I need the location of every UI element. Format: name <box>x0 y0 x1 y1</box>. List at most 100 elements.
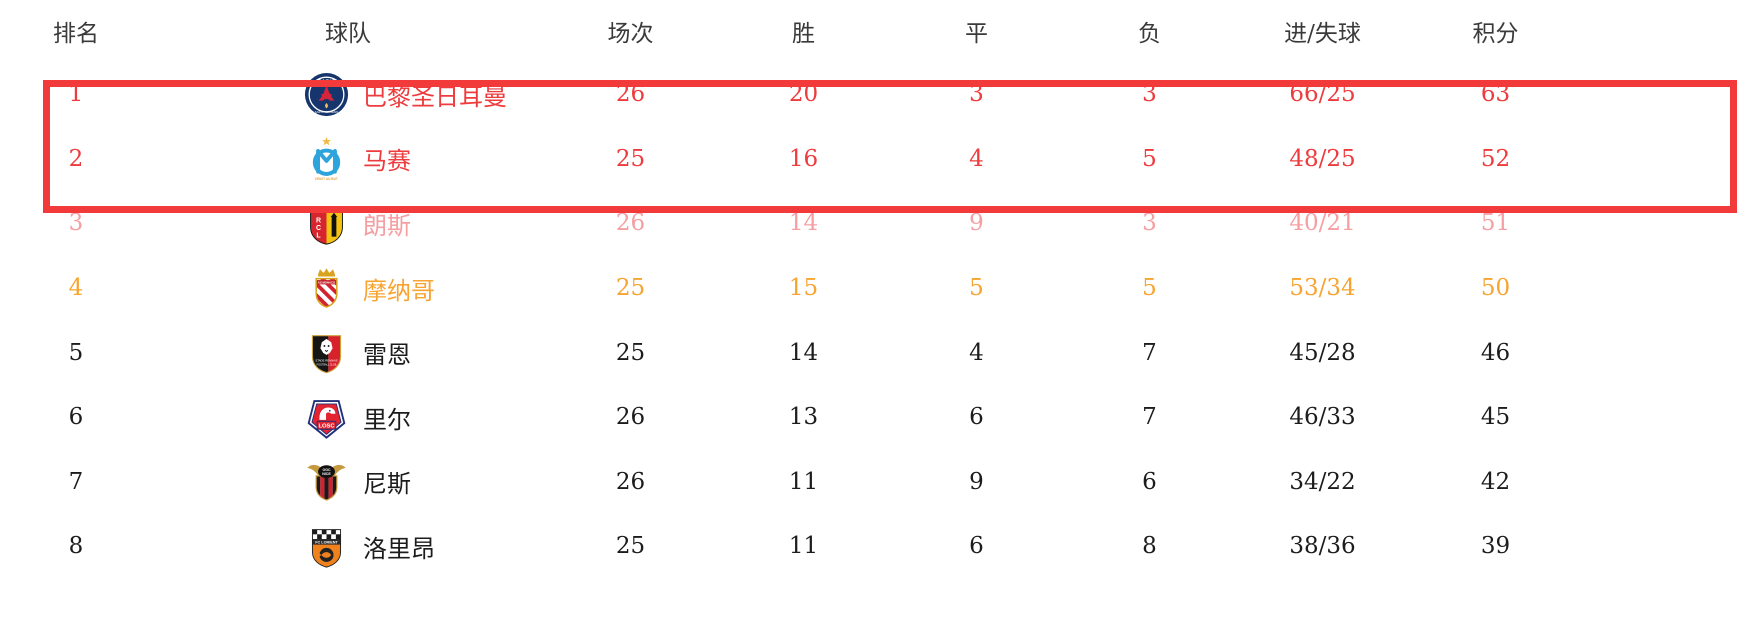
table-row[interactable]: 1 PARIS SAINT-GERMAIN 巴黎圣日耳曼 26 20 3 3 6… <box>0 62 1762 127</box>
table-row[interactable]: 6 LOSC 里尔 26 13 6 7 46/33 45 <box>0 385 1762 450</box>
svg-text:LOSC: LOSC <box>318 423 335 429</box>
goals-value: 66/25 <box>1289 81 1356 108</box>
goals-value: 34/22 <box>1289 468 1356 495</box>
matches-value: 26 <box>615 81 646 108</box>
team-name: 马赛 <box>363 147 411 176</box>
team-name: 朗斯 <box>363 211 411 240</box>
matches-value: 26 <box>615 468 646 495</box>
points-value: 52 <box>1480 145 1511 172</box>
draws-value: 4 <box>969 145 984 172</box>
svg-text:STADE RENNAIS: STADE RENNAIS <box>315 359 337 363</box>
rank-value: 1 <box>68 81 84 108</box>
team-cell: LOSC 里尔 <box>152 395 544 440</box>
draws-value: 3 <box>969 81 984 108</box>
header-points: 积分 <box>1472 21 1519 47</box>
header-rank: 排名 <box>53 21 99 47</box>
team-name: 巴黎圣日耳曼 <box>363 82 507 111</box>
rank-value: 7 <box>68 468 84 495</box>
draws-value: 9 <box>969 468 984 495</box>
matches-value: 26 <box>615 210 646 237</box>
table-row[interactable]: 5 STADE RENNAIS FOOTBALL CLUB <box>0 320 1762 385</box>
wins-value: 14 <box>788 339 819 366</box>
goals-value: 48/25 <box>1289 145 1356 172</box>
losses-value: 3 <box>1142 210 1157 237</box>
wins-value: 11 <box>788 468 819 495</box>
lorient-crest-icon: FC LORIENT <box>304 524 349 569</box>
wins-value: 20 <box>788 81 819 108</box>
rank-value: 8 <box>68 533 84 560</box>
goals-value: 40/21 <box>1289 210 1356 237</box>
draws-value: 4 <box>969 339 984 366</box>
team-name: 尼斯 <box>363 470 411 499</box>
losses-value: 5 <box>1142 275 1157 302</box>
table-row[interactable]: 7 OGC NICE <box>0 450 1762 515</box>
rank-value: 6 <box>68 404 84 431</box>
team-cell: DROIT AU BUT 马赛 <box>152 136 544 181</box>
team-cell: PARIS SAINT-GERMAIN 巴黎圣日耳曼 <box>152 72 544 117</box>
losses-value: 7 <box>1142 404 1157 431</box>
table-row[interactable]: 3 R C L RACING CLUB DE LENS <box>0 191 1762 256</box>
header-team: 球队 <box>325 21 371 47</box>
svg-text:AS MONACO: AS MONACO <box>318 280 336 284</box>
goals-value: 46/33 <box>1289 404 1356 431</box>
points-value: 45 <box>1480 404 1511 431</box>
goals-value: 45/28 <box>1289 339 1356 366</box>
team-name: 摩纳哥 <box>363 276 435 305</box>
rank-value: 4 <box>68 275 84 302</box>
lens-crest-icon: R C L RACING CLUB DE LENS <box>304 201 349 246</box>
svg-text:FC LORIENT: FC LORIENT <box>315 540 338 544</box>
wins-value: 11 <box>788 533 819 560</box>
table-header-row: 排名 球队 场次 胜 平 负 进/失球 积分 <box>0 0 1762 62</box>
losses-value: 7 <box>1142 339 1157 366</box>
wins-value: 16 <box>788 145 819 172</box>
header-draws: 平 <box>965 21 988 47</box>
matches-value: 25 <box>615 339 646 366</box>
table-row[interactable]: 2 DROIT AU BUT 马赛 25 16 4 5 48/25 52 <box>0 127 1762 192</box>
header-losses: 负 <box>1138 21 1161 47</box>
goals-value: 38/36 <box>1289 533 1356 560</box>
team-cell: STADE RENNAIS FOOTBALL CLUB 雷恩 <box>152 330 544 375</box>
losses-value: 8 <box>1142 533 1157 560</box>
header-goals: 进/失球 <box>1284 21 1361 47</box>
monaco-crest-icon: AS MONACO <box>304 266 349 311</box>
svg-text:NICE: NICE <box>322 472 331 476</box>
losses-value: 3 <box>1142 81 1157 108</box>
points-value: 46 <box>1480 339 1511 366</box>
rank-value: 2 <box>68 145 84 172</box>
rank-value: 5 <box>68 339 84 366</box>
goals-value: 53/34 <box>1289 275 1356 302</box>
team-cell: R C L RACING CLUB DE LENS 朗斯 <box>152 201 544 246</box>
header-wins: 胜 <box>792 21 815 47</box>
draws-value: 6 <box>969 533 984 560</box>
nice-crest-icon: OGC NICE <box>304 459 349 504</box>
psg-crest-icon: PARIS SAINT-GERMAIN <box>304 72 349 117</box>
svg-text:R: R <box>316 218 321 225</box>
points-value: 63 <box>1480 81 1511 108</box>
wins-value: 15 <box>788 275 819 302</box>
draws-value: 9 <box>969 210 984 237</box>
lille-crest-icon: LOSC <box>304 395 349 440</box>
points-value: 51 <box>1480 210 1511 237</box>
draws-value: 6 <box>969 404 984 431</box>
team-name: 雷恩 <box>363 341 411 370</box>
table-row[interactable]: 4 AS MONACO <box>0 256 1762 321</box>
marseille-crest-icon: DROIT AU BUT <box>304 136 349 181</box>
header-matches: 场次 <box>607 21 654 47</box>
points-value: 42 <box>1480 468 1511 495</box>
svg-text:SAINT-GERMAIN: SAINT-GERMAIN <box>315 110 339 114</box>
matches-value: 26 <box>615 404 646 431</box>
rennes-crest-icon: STADE RENNAIS FOOTBALL CLUB <box>304 330 349 375</box>
team-name: 洛里昂 <box>363 534 435 563</box>
svg-text:RACING CLUB DE LENS: RACING CLUB DE LENS <box>313 209 341 212</box>
table-row[interactable]: 8 FC LORIENT <box>0 514 1762 579</box>
draws-value: 5 <box>969 275 984 302</box>
svg-text:L: L <box>316 233 321 240</box>
team-cell: AS MONACO 摩纳哥 <box>152 266 544 311</box>
matches-value: 25 <box>615 533 646 560</box>
team-cell: FC LORIENT 洛里昂 <box>152 524 544 569</box>
matches-value: 25 <box>615 145 646 172</box>
svg-text:FOOTBALL CLUB: FOOTBALL CLUB <box>317 364 337 367</box>
svg-text:DROIT AU BUT: DROIT AU BUT <box>315 177 338 181</box>
wins-value: 14 <box>788 210 819 237</box>
svg-text:OGC: OGC <box>322 468 331 472</box>
